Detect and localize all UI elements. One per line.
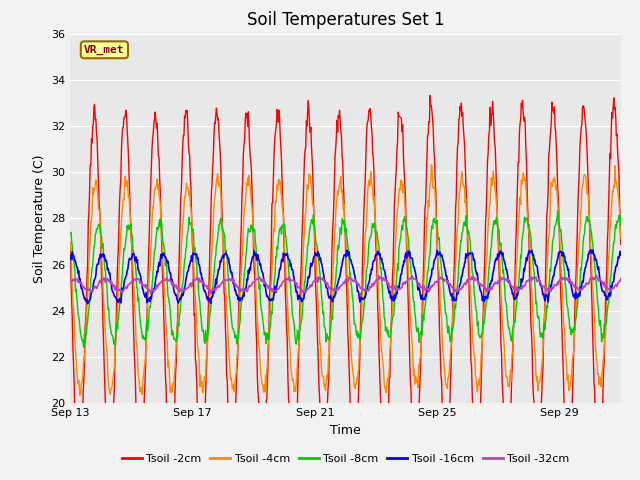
Tsoil -8cm [87,276,95,282]
Tsoil -32cm [512,286,520,292]
Line: Tsoil -16cm: Tsoil -16cm [70,250,621,304]
Tsoil -2cm [378,431,386,436]
Tsoil -2cm [504,468,511,474]
Tsoil -4cm [268,280,275,286]
Text: VR_met: VR_met [84,45,125,55]
Line: Tsoil -8cm: Tsoil -8cm [70,210,621,347]
Tsoil -16cm [587,247,595,252]
Tsoil -16cm [67,255,74,261]
Tsoil -16cm [617,252,625,258]
Tsoil -2cm [513,228,520,234]
Tsoil -4cm [87,219,95,225]
Tsoil -2cm [267,266,275,272]
Tsoil -32cm [268,287,275,292]
Tsoil -32cm [593,273,600,278]
Tsoil -16cm [84,301,92,307]
Tsoil -4cm [513,262,520,268]
Tsoil -32cm [67,280,74,286]
Tsoil -32cm [617,276,625,282]
Tsoil -2cm [617,241,625,247]
Tsoil -16cm [297,295,305,300]
Tsoil -8cm [617,223,625,228]
Tsoil -16cm [379,261,387,266]
Tsoil -16cm [87,293,95,299]
Tsoil -2cm [426,93,434,98]
Line: Tsoil -4cm: Tsoil -4cm [70,165,621,395]
Tsoil -16cm [268,298,275,303]
Tsoil -8cm [379,297,387,303]
Tsoil -4cm [76,392,84,398]
Tsoil -4cm [297,308,305,314]
Tsoil -32cm [86,288,94,293]
Tsoil -4cm [428,162,435,168]
Tsoil -2cm [86,162,94,168]
Tsoil -8cm [512,312,520,318]
Line: Tsoil -2cm: Tsoil -2cm [70,96,621,471]
Y-axis label: Soil Temperature (C): Soil Temperature (C) [33,154,45,283]
Tsoil -8cm [554,207,561,213]
Tsoil -32cm [297,285,305,291]
Line: Tsoil -32cm: Tsoil -32cm [70,276,621,293]
Tsoil -16cm [196,270,204,276]
Legend: Tsoil -2cm, Tsoil -4cm, Tsoil -8cm, Tsoil -16cm, Tsoil -32cm: Tsoil -2cm, Tsoil -4cm, Tsoil -8cm, Tsoi… [117,449,574,468]
Tsoil -32cm [196,278,204,284]
Tsoil -32cm [379,277,387,283]
Title: Soil Temperatures Set 1: Soil Temperatures Set 1 [247,11,444,29]
Tsoil -8cm [80,344,88,350]
Tsoil -32cm [147,290,155,296]
Tsoil -2cm [67,242,74,248]
Tsoil -8cm [297,322,305,327]
Tsoil -4cm [379,360,387,366]
Tsoil -2cm [196,456,204,462]
X-axis label: Time: Time [330,424,361,437]
Tsoil -4cm [196,372,204,378]
Tsoil -8cm [268,309,275,314]
Tsoil -2cm [296,301,304,307]
Tsoil -16cm [512,296,520,302]
Tsoil -4cm [617,235,625,241]
Tsoil -8cm [196,311,204,317]
Tsoil -4cm [67,240,74,245]
Tsoil -8cm [67,230,74,236]
